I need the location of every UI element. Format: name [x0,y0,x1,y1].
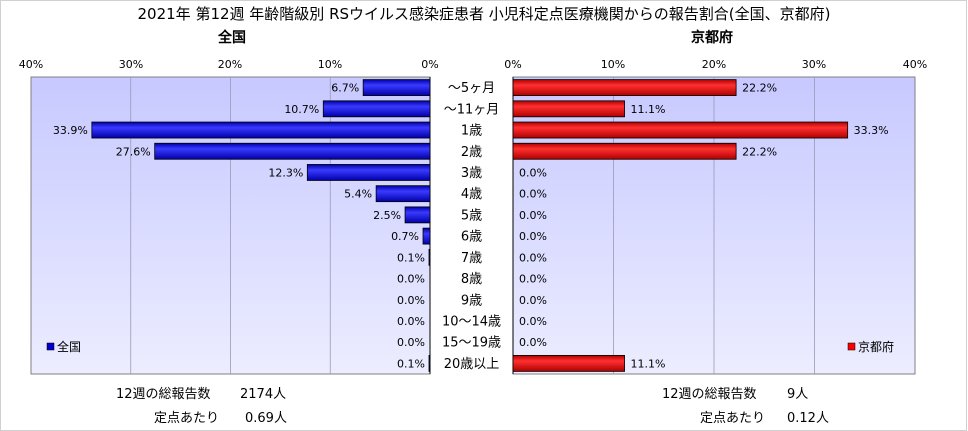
left-bar [154,142,431,160]
left-per-value: 0.69人 [245,411,287,426]
left-tick-label: 20% [218,58,242,71]
left-bar [362,79,431,97]
left-bar [428,354,431,372]
right-bar-label: 0.0% [519,336,547,349]
right-bar-label: 0.0% [519,315,547,328]
left-bar [91,121,431,139]
left-bar-label: 0.7% [391,230,419,243]
left-bar-label: 0.1% [397,357,425,370]
left-tick-label: 30% [119,58,143,71]
left-bar-label: 27.6% [116,145,151,158]
category-label: 9歳 [461,293,482,308]
left-bar [322,100,431,118]
left-bar [404,206,431,224]
right-legend: 京都府 [847,339,894,354]
right-bar [512,354,625,372]
right-legend-swatch [847,342,856,351]
right-bar-label: 0.0% [519,166,547,179]
category-label: 20歳以上 [444,357,500,372]
category-label: 3歳 [461,166,482,181]
left-bar [422,227,431,245]
left-legend-swatch [46,342,55,351]
left-legend: 全国 [46,339,81,354]
category-label: 4歳 [461,187,482,202]
right-bar-label: 11.1% [631,103,666,116]
right-tick-label: 20% [702,58,726,71]
right-bar-label: 0.0% [519,209,547,222]
right-total-value: 9人 [787,387,808,402]
left-bar-label: 0.0% [397,294,425,307]
right-per-value: 0.12人 [787,411,829,426]
left-bar-label: 0.1% [397,251,425,264]
right-bar [512,121,849,139]
left-per-label: 定点あたり [154,411,219,426]
left-bar-label: 0.0% [397,315,425,328]
right-tick-label: 40% [903,58,927,71]
left-bar-label: 2.5% [373,209,401,222]
left-bar-label: 33.9% [53,124,88,137]
right-legend-label: 京都府 [858,339,894,354]
left-bar-label: 0.0% [397,273,425,286]
right-bar-label: 33.3% [854,124,889,137]
right-bar [512,100,625,118]
left-total-value: 2174人 [240,387,286,402]
category-label: 10～14歳 [442,314,501,329]
right-per-label: 定点あたり [700,411,765,426]
left-bar-label: 5.4% [344,188,372,201]
right-bar-label: 0.0% [519,188,547,201]
right-bar-label: 22.2% [742,82,777,95]
category-label: 1歳 [461,124,482,139]
category-label: ～5ヶ月 [448,81,495,96]
right-bar-label: 0.0% [519,230,547,243]
category-label: 6歳 [461,230,482,245]
category-label: ～11ヶ月 [444,102,500,117]
left-bar-label: 6.7% [331,82,359,95]
category-label: 5歳 [461,208,482,223]
right-bar [512,79,737,97]
category-label: 2歳 [461,145,482,160]
left-bar [306,164,431,181]
chart-title: 2021年 第12週 年齢階級別 RSウイルス感染症患者 小児科定点医療機関から… [138,5,831,23]
right-bar-label: 11.1% [631,357,666,370]
left-total-label: 12週の総報告数 [116,387,211,402]
right-bar-label: 0.0% [519,273,547,286]
left-tick-label: 10% [318,58,342,71]
right-bar-label: 0.0% [519,251,547,264]
right-panel-title: 京都府 [691,29,733,46]
left-bar-label: 10.7% [284,103,319,116]
left-legend-label: 全国 [57,339,81,354]
left-bar-label: 0.0% [397,336,425,349]
left-bar-label: 12.3% [268,166,303,179]
right-tick-label: 0% [504,58,521,71]
right-tick-label: 30% [802,58,826,71]
category-label: 8歳 [461,272,482,287]
right-tick-label: 10% [601,58,625,71]
right-bar [512,142,737,160]
right-bar-label: 0.0% [519,294,547,307]
left-tick-label: 40% [19,58,43,71]
left-tick-label: 0% [421,58,438,71]
category-label: 15～19歳 [442,336,501,351]
right-bar-label: 22.2% [742,145,777,158]
category-label: 7歳 [461,251,482,266]
left-bar [375,185,431,203]
right-total-label: 12週の総報告数 [662,387,757,402]
left-panel-title: 全国 [217,29,246,46]
left-bar [428,248,431,266]
